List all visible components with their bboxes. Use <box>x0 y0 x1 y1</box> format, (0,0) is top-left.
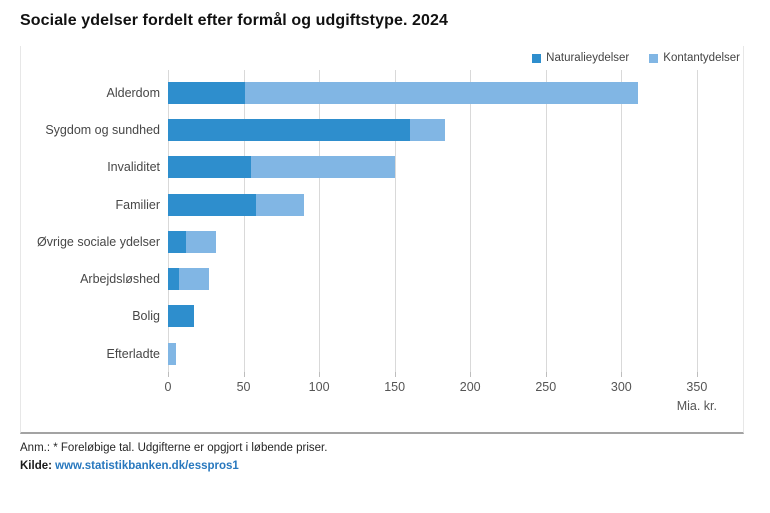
stacked-bar <box>168 230 217 253</box>
bar-segment-kontantydelser <box>409 118 445 141</box>
bar-row-6: Arbejdsløshed <box>21 261 743 298</box>
legend: Naturalieydelser Kontantydelser <box>532 52 740 64</box>
axis-tick-label: 150 <box>384 380 406 394</box>
axis-tick-label: 0 <box>164 380 172 394</box>
stacked-bar <box>168 342 177 365</box>
legend-item: Kontantydelser <box>649 52 740 64</box>
axis-tick-label: 50 <box>236 380 251 394</box>
category-label: Sygdom og sundhed <box>45 122 160 137</box>
gridline-x-250 <box>545 70 547 372</box>
gridline-x-350 <box>696 70 698 372</box>
bar-row-1: Alderdom <box>21 74 743 111</box>
axis-tick-label: 200 <box>459 380 481 394</box>
bar-segment-naturalieydelser <box>168 230 187 253</box>
bar-segment-naturalieydelser <box>168 81 246 104</box>
bar-row-4: Familier <box>21 186 743 223</box>
axis-tick <box>545 372 547 377</box>
bar-segment-kontantydelser <box>178 268 209 291</box>
source-label: Kilde: <box>20 460 52 473</box>
axis-tick <box>621 372 623 377</box>
bar-row-3: Invaliditet <box>21 149 743 186</box>
axis-tick-label: 250 <box>535 380 557 394</box>
category-label: Øvrige sociale ydelser <box>37 234 160 249</box>
plot-area: 0 50 100 150 200 250 300 350 Mia. kr. Alderdom Syg… <box>21 46 743 432</box>
bar-segment-naturalieydelser <box>168 118 410 141</box>
chart-title: Sociale ydelser fordelt efter formål og … <box>20 12 449 29</box>
axis-tick <box>243 372 245 377</box>
legend-label: Kontantydelser <box>663 52 740 64</box>
bar-row-2: Sygdom og sundhed <box>21 111 743 148</box>
axis-tick <box>319 372 321 377</box>
gridline-x-300 <box>621 70 623 372</box>
bar-segment-naturalieydelser <box>168 156 252 179</box>
legend-label: Naturalieydelser <box>546 52 630 64</box>
axis-tick <box>470 372 472 377</box>
axis-tick <box>168 372 169 377</box>
category-label: Invaliditet <box>107 160 160 175</box>
source-line: Kilde: www.statistikbanken.dk/esspros1 <box>20 460 750 472</box>
legend-swatch-icon <box>532 53 542 63</box>
stacked-bar <box>168 305 194 328</box>
stacked-bar <box>168 193 304 216</box>
legend-item: Naturalieydelser <box>532 52 629 64</box>
bar-row-8: Efterladte <box>21 335 743 372</box>
chart-frame: 0 50 100 150 200 250 300 350 Mia. kr. Alderdom Syg… <box>20 46 744 434</box>
bar-segment-kontantydelser <box>245 81 638 104</box>
gridline-x-100 <box>319 70 321 372</box>
bar-row-7: Bolig <box>21 298 743 335</box>
category-label: Bolig <box>132 309 160 324</box>
axis-tick-label: 300 <box>610 380 632 394</box>
bar-segment-kontantydelser <box>186 230 217 253</box>
axis-unit-label: Mia. kr. <box>676 399 717 413</box>
bar-segment-kontantydelser <box>251 156 395 179</box>
axis-tick <box>394 372 396 377</box>
bar-row-5: Øvrige sociale ydelser <box>21 223 743 260</box>
category-label: Arbejdsløshed <box>80 272 160 287</box>
axis-tick-label: 100 <box>308 380 330 394</box>
gridline-x-200 <box>470 70 472 372</box>
gridline-x-150 <box>394 70 396 372</box>
category-label: Familier <box>115 197 160 212</box>
stacked-bar <box>168 268 209 291</box>
stacked-bar <box>168 156 395 179</box>
axis-tick <box>696 372 698 377</box>
bar-segment-kontantydelser <box>168 342 177 365</box>
stacked-bar <box>168 118 445 141</box>
figure-footer: Anm.: * Foreløbige tal. Udgifterne er op… <box>20 440 750 472</box>
category-label: Alderdom <box>106 85 161 100</box>
bar-segment-naturalieydelser <box>168 305 194 328</box>
bar-segment-kontantydelser <box>255 193 304 216</box>
gridline-x-50 <box>243 70 245 372</box>
stacked-bar <box>168 81 638 104</box>
bar-segment-naturalieydelser <box>168 268 179 291</box>
legend-swatch-icon <box>649 53 659 63</box>
axis-tick-label: 350 <box>686 380 708 394</box>
gridline-x-0 <box>168 70 169 372</box>
footnote: Anm.: * Foreløbige tal. Udgifterne er op… <box>20 442 328 454</box>
category-label: Efterladte <box>106 346 160 361</box>
source-link[interactable]: www.statistikbanken.dk/esspros1 <box>55 460 239 473</box>
bar-segment-naturalieydelser <box>168 193 256 216</box>
